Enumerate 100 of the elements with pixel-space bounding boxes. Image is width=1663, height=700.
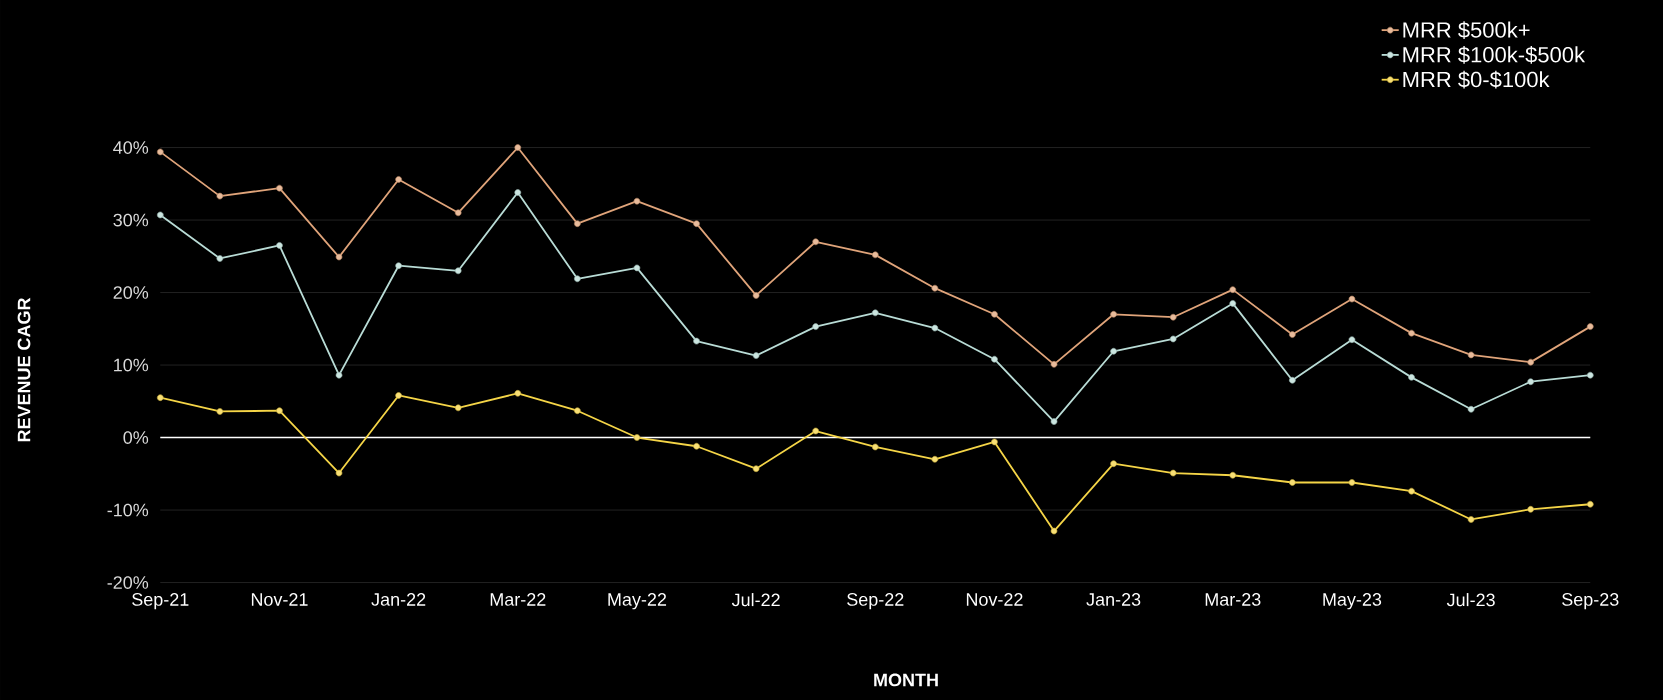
point xyxy=(514,390,522,397)
x-tick-label: Nov-22 xyxy=(966,593,1023,606)
point xyxy=(812,427,819,435)
point xyxy=(752,352,760,359)
point xyxy=(156,211,164,219)
x-tick-label: Mar-22 xyxy=(490,593,546,606)
x-axis-title: MONTH xyxy=(874,673,938,687)
point xyxy=(1289,479,1296,486)
y-tick-label: 10% xyxy=(114,358,149,372)
x-tick-label: Nov-21 xyxy=(251,593,308,606)
point xyxy=(931,284,939,292)
point xyxy=(276,184,283,192)
point xyxy=(1289,331,1296,338)
x-tick-label: Sep-21 xyxy=(132,593,189,610)
point xyxy=(156,394,164,401)
point xyxy=(1050,361,1058,368)
point xyxy=(1050,527,1058,535)
point xyxy=(1169,313,1177,321)
point xyxy=(216,408,224,415)
y-tick-label: -10% xyxy=(107,503,149,517)
point xyxy=(1229,286,1237,293)
legend-label: MRR $0-$100k xyxy=(1403,70,1550,89)
point xyxy=(871,309,879,317)
point xyxy=(1229,471,1237,479)
point xyxy=(1408,374,1415,381)
point xyxy=(216,192,224,200)
point xyxy=(1169,469,1177,477)
point xyxy=(454,267,462,275)
point xyxy=(752,292,760,299)
point xyxy=(335,253,343,261)
point xyxy=(1348,336,1356,343)
point xyxy=(1586,323,1594,330)
point xyxy=(454,209,462,217)
point xyxy=(693,337,700,345)
point xyxy=(1050,418,1058,425)
point xyxy=(812,323,819,330)
point xyxy=(693,220,700,227)
x-tick-label: Sep-23 xyxy=(1562,593,1619,610)
point xyxy=(1110,347,1117,355)
point xyxy=(1289,376,1296,384)
point xyxy=(1527,378,1534,386)
point xyxy=(991,438,998,446)
point xyxy=(1110,310,1117,318)
point xyxy=(931,455,939,463)
x-tick-label: May-23 xyxy=(1323,593,1382,610)
x-tick-label: Mar-23 xyxy=(1205,593,1261,606)
x-tick-label: Sep-22 xyxy=(847,593,904,610)
point xyxy=(1110,460,1117,467)
x-tick-label: Jul-23 xyxy=(1446,593,1495,607)
point xyxy=(574,275,581,283)
point xyxy=(574,407,581,415)
x-tick-label: Jul-22 xyxy=(731,593,780,607)
y-tick-label: 0% xyxy=(123,431,149,444)
point xyxy=(1527,506,1534,513)
point xyxy=(395,392,402,399)
point xyxy=(1527,358,1534,366)
point xyxy=(752,465,760,473)
point xyxy=(1467,351,1475,359)
point xyxy=(1169,335,1177,343)
y-tick-label: 40% xyxy=(113,141,149,154)
y-axis-title: REVENUE CAGR xyxy=(17,297,31,442)
point xyxy=(454,404,462,412)
point xyxy=(335,371,343,379)
point xyxy=(1408,487,1415,495)
point xyxy=(514,144,522,151)
point xyxy=(335,469,343,477)
point xyxy=(1348,479,1356,486)
y-tick-label: -20% xyxy=(107,576,149,589)
point xyxy=(574,220,581,227)
point xyxy=(633,197,641,205)
point xyxy=(871,251,879,259)
point xyxy=(1229,300,1237,307)
x-tick-label: May-22 xyxy=(608,593,667,610)
point xyxy=(1348,295,1356,303)
point xyxy=(871,443,879,451)
point xyxy=(633,434,641,441)
point xyxy=(1467,405,1475,413)
legend-label: MRR $500k+ xyxy=(1403,21,1530,40)
point xyxy=(395,262,402,270)
point xyxy=(991,355,998,363)
point xyxy=(216,255,224,262)
x-tick-label: Jan-22 xyxy=(371,593,426,606)
point xyxy=(1467,516,1475,523)
point xyxy=(812,238,819,246)
point xyxy=(276,242,283,249)
point xyxy=(1586,500,1594,508)
point xyxy=(276,407,283,415)
x-tick-label: Jan-23 xyxy=(1086,593,1141,606)
y-tick-label: 20% xyxy=(113,286,149,299)
point xyxy=(693,442,700,450)
point xyxy=(395,176,402,183)
point xyxy=(931,324,939,332)
legend-label: MRR $100k-$500k xyxy=(1403,46,1586,64)
y-tick-label: 30% xyxy=(113,213,149,227)
point xyxy=(1586,371,1594,379)
point xyxy=(514,189,522,196)
point xyxy=(156,148,164,156)
point xyxy=(991,310,998,318)
point xyxy=(1408,329,1415,337)
point xyxy=(633,264,641,272)
